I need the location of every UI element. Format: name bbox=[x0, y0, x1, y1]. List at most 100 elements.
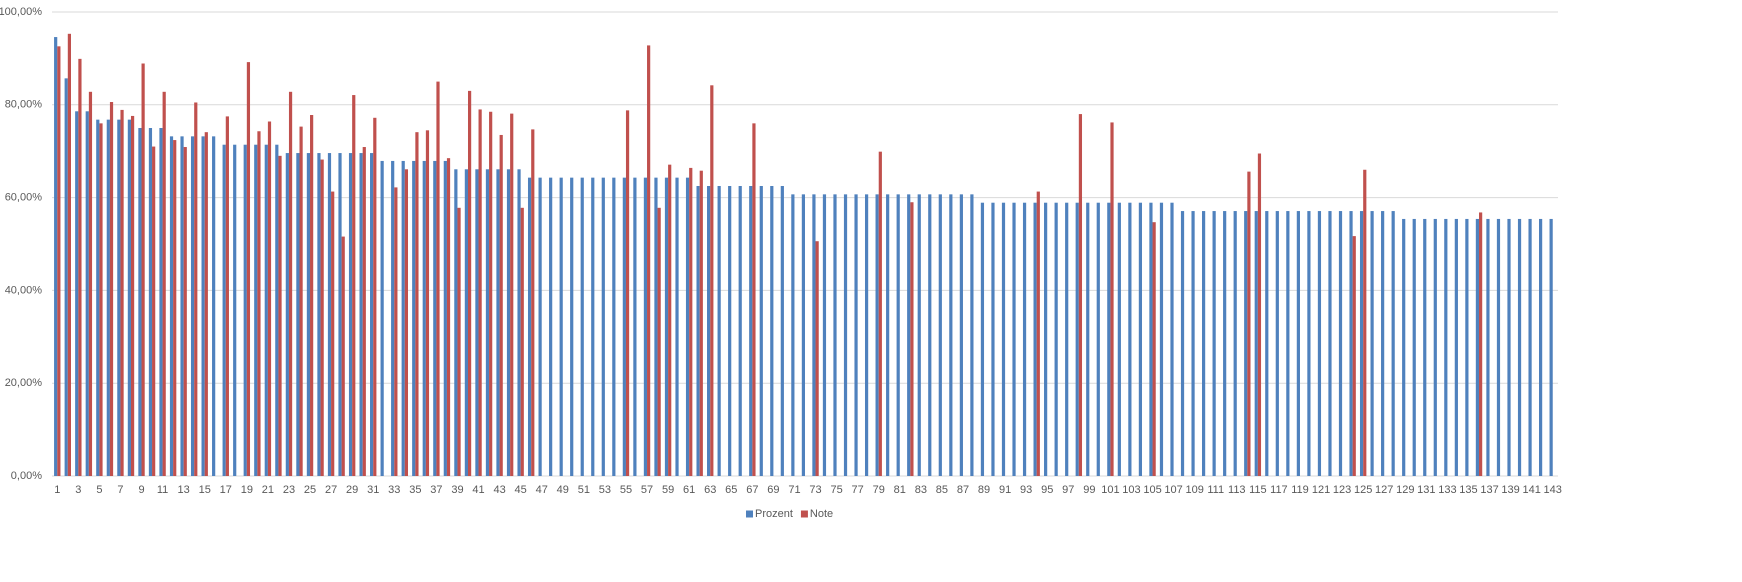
bar bbox=[643, 177, 648, 476]
bar bbox=[404, 169, 409, 476]
x-tick-label: 123 bbox=[1333, 484, 1351, 496]
x-tick-label: 101 bbox=[1101, 484, 1119, 496]
bar bbox=[517, 169, 521, 476]
x-tick-label: 13 bbox=[178, 484, 190, 496]
bar bbox=[752, 123, 756, 477]
bar bbox=[169, 136, 174, 477]
bar bbox=[204, 132, 208, 476]
bar bbox=[173, 140, 177, 476]
bar bbox=[570, 177, 574, 476]
bar bbox=[64, 78, 68, 477]
bar bbox=[625, 110, 630, 477]
bar bbox=[1012, 202, 1016, 477]
bar bbox=[246, 62, 251, 476]
bar bbox=[591, 177, 595, 476]
bar bbox=[141, 63, 145, 477]
x-tick-label: 109 bbox=[1185, 484, 1203, 496]
bar bbox=[959, 194, 963, 477]
x-tick-label: 1 bbox=[54, 484, 60, 496]
bar bbox=[190, 136, 195, 477]
y-tick-label: 40,00% bbox=[5, 284, 43, 296]
x-tick-label: 49 bbox=[557, 484, 569, 496]
bar bbox=[1065, 202, 1069, 477]
x-tick-label: 105 bbox=[1143, 484, 1161, 496]
bar bbox=[478, 109, 482, 476]
bar bbox=[654, 177, 658, 476]
bar bbox=[348, 153, 353, 476]
x-tick-label: 141 bbox=[1522, 484, 1540, 496]
legend-label: Note bbox=[810, 508, 833, 520]
bar bbox=[320, 159, 324, 476]
bar bbox=[99, 123, 103, 477]
bar bbox=[222, 144, 226, 477]
x-tick-label: 19 bbox=[241, 484, 253, 496]
x-tick-label: 99 bbox=[1083, 484, 1095, 496]
bar bbox=[317, 153, 321, 476]
bar bbox=[1486, 218, 1490, 476]
bar bbox=[499, 134, 503, 476]
bar bbox=[510, 113, 514, 476]
bar bbox=[422, 160, 426, 476]
bar bbox=[1317, 211, 1322, 476]
bar bbox=[864, 194, 869, 477]
bar bbox=[622, 177, 626, 476]
bar bbox=[1244, 211, 1248, 476]
x-tick-label: 47 bbox=[536, 484, 548, 496]
bar bbox=[288, 91, 293, 477]
x-tick-label: 45 bbox=[515, 484, 527, 496]
bar bbox=[1381, 211, 1385, 476]
bar bbox=[109, 102, 114, 477]
bar bbox=[401, 160, 405, 476]
bar bbox=[425, 130, 430, 476]
bar bbox=[875, 194, 879, 477]
bar bbox=[162, 91, 166, 477]
bar bbox=[1475, 218, 1480, 476]
bar bbox=[1370, 211, 1374, 476]
x-tick-label: 135 bbox=[1459, 484, 1477, 496]
bar bbox=[485, 169, 490, 476]
bar bbox=[1086, 202, 1090, 477]
bar bbox=[759, 186, 763, 476]
x-tick-label: 41 bbox=[472, 484, 484, 496]
x-tick-label: 61 bbox=[683, 484, 695, 496]
bar bbox=[1110, 122, 1114, 476]
bar bbox=[257, 131, 261, 477]
x-tick-label: 89 bbox=[978, 484, 990, 496]
x-tick-label: 43 bbox=[493, 484, 505, 496]
bar bbox=[1201, 211, 1206, 476]
x-tick-label: 25 bbox=[304, 484, 316, 496]
bar bbox=[1212, 211, 1216, 476]
bar bbox=[815, 241, 819, 476]
bar bbox=[699, 170, 703, 477]
bar bbox=[612, 177, 616, 476]
bar bbox=[152, 146, 156, 476]
bar bbox=[464, 169, 468, 476]
y-tick-label: 60,00% bbox=[5, 192, 43, 204]
bar bbox=[370, 153, 374, 476]
bar bbox=[1433, 218, 1437, 476]
bar bbox=[233, 144, 237, 477]
bar bbox=[373, 117, 377, 477]
bar bbox=[1107, 202, 1111, 477]
x-tick-label: 55 bbox=[620, 484, 632, 496]
x-tick-label: 111 bbox=[1207, 484, 1224, 496]
x-tick-label: 39 bbox=[451, 484, 463, 496]
x-tick-label: 77 bbox=[852, 484, 864, 496]
x-tick-label: 17 bbox=[220, 484, 232, 496]
bar bbox=[696, 186, 700, 476]
bar bbox=[917, 194, 921, 477]
bar bbox=[822, 194, 827, 477]
bar bbox=[506, 169, 511, 476]
bar bbox=[538, 177, 542, 476]
bar bbox=[520, 207, 524, 477]
bar bbox=[970, 194, 974, 477]
x-tick-label: 37 bbox=[430, 484, 442, 496]
bar bbox=[96, 119, 100, 476]
x-tick-label: 121 bbox=[1312, 484, 1330, 496]
bar bbox=[549, 177, 553, 476]
bar bbox=[436, 81, 440, 476]
bar bbox=[580, 177, 584, 476]
x-tick-label: 97 bbox=[1062, 484, 1074, 496]
y-tick-label: 0,00% bbox=[11, 470, 42, 482]
